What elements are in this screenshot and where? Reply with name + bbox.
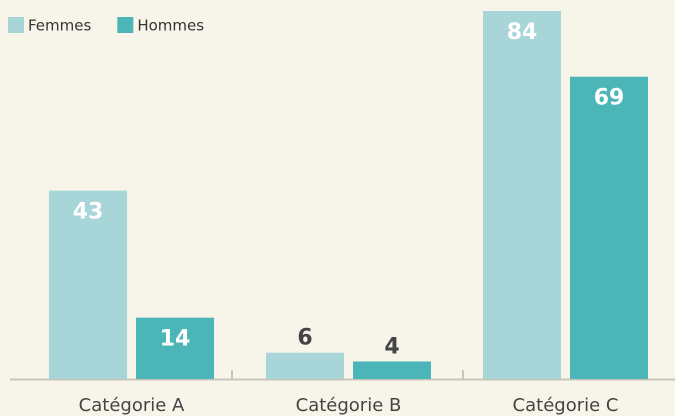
data-label: 6 bbox=[297, 326, 312, 351]
bar bbox=[266, 352, 344, 379]
x-tick-label: Catégorie B bbox=[296, 395, 402, 416]
legend-swatch bbox=[117, 17, 134, 33]
bar bbox=[353, 361, 431, 379]
data-label: 69 bbox=[594, 86, 625, 111]
x-tick-label: Catégorie A bbox=[79, 395, 185, 416]
legend-label: Femmes bbox=[28, 17, 91, 35]
bar bbox=[136, 317, 214, 379]
bar bbox=[570, 76, 648, 379]
bar bbox=[483, 11, 561, 379]
legend-swatch bbox=[8, 17, 24, 33]
legend-label: Hommes bbox=[137, 17, 204, 35]
data-label: 4 bbox=[384, 334, 399, 359]
x-tick-label: Catégorie C bbox=[513, 395, 619, 416]
data-label: 84 bbox=[507, 20, 538, 45]
data-label: 43 bbox=[73, 200, 104, 225]
bar bbox=[49, 190, 127, 379]
data-label: 14 bbox=[160, 327, 191, 352]
